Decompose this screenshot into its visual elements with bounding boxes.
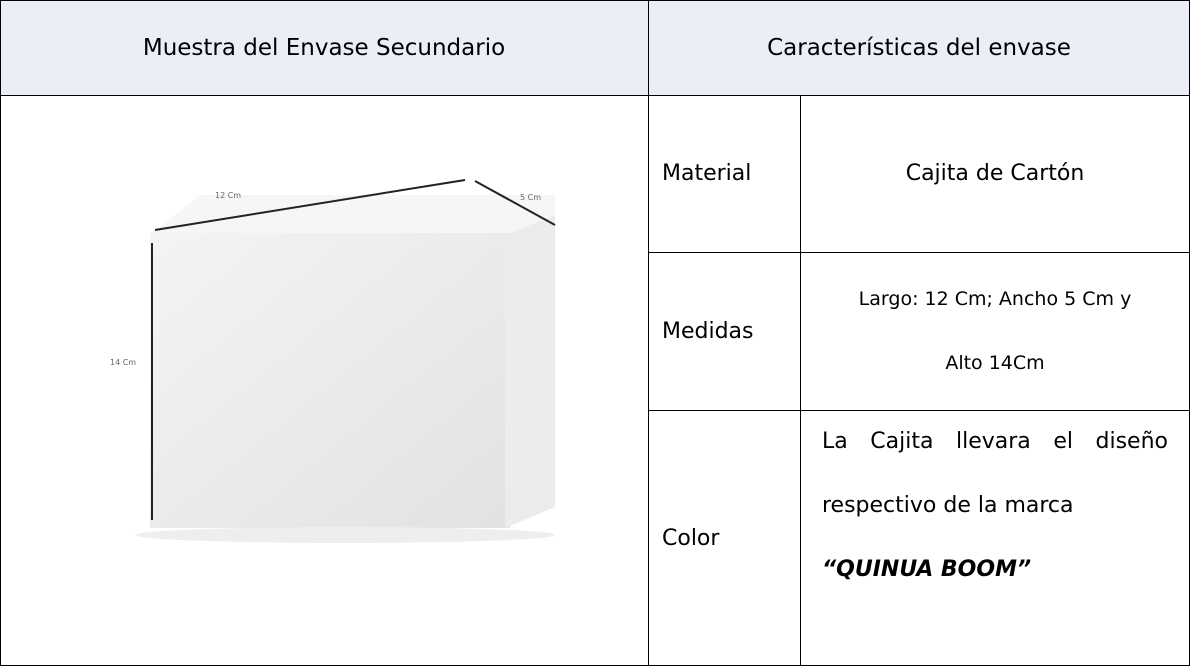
dimension-label: 12 Cm bbox=[215, 191, 241, 200]
value-text: Cajita de Cartón bbox=[905, 160, 1085, 186]
border bbox=[648, 410, 1190, 411]
row-label: Medidas bbox=[648, 252, 800, 410]
dimension-label: 5 Cm bbox=[520, 193, 541, 202]
label-text: Medidas bbox=[662, 318, 754, 344]
value-text: La Cajita llevara el diseño respectivo d… bbox=[822, 429, 1168, 518]
value-text: Largo: 12 Cm; Ancho 5 Cm y Alto 14Cm bbox=[858, 288, 1132, 374]
border bbox=[648, 0, 649, 666]
label-text: Material bbox=[662, 161, 752, 186]
border bbox=[0, 95, 1190, 96]
row-value: Cajita de Cartón bbox=[800, 95, 1190, 252]
brand-text: “QUINUA BOOM” bbox=[822, 557, 1032, 582]
box-image: 12 Cm 5 Cm 14 Cm bbox=[110, 179, 556, 543]
row-value: La Cajita llevara el diseño respectivo d… bbox=[800, 410, 1190, 666]
row-label: Material bbox=[648, 95, 800, 252]
row-label: Color bbox=[648, 410, 800, 666]
border bbox=[800, 95, 801, 666]
label-text: Color bbox=[662, 525, 720, 551]
header-cell: Muestra del Envase Secundario bbox=[0, 0, 648, 95]
row-value: Largo: 12 Cm; Ancho 5 Cm y Alto 14Cm bbox=[800, 252, 1190, 410]
header-text: Características del envase bbox=[767, 34, 1071, 61]
border bbox=[648, 252, 1190, 253]
header-cell: Características del envase bbox=[648, 0, 1190, 95]
border bbox=[0, 0, 1190, 1]
header-text: Muestra del Envase Secundario bbox=[142, 34, 506, 61]
dimension-label: 14 Cm bbox=[110, 358, 136, 367]
border bbox=[0, 0, 1, 666]
